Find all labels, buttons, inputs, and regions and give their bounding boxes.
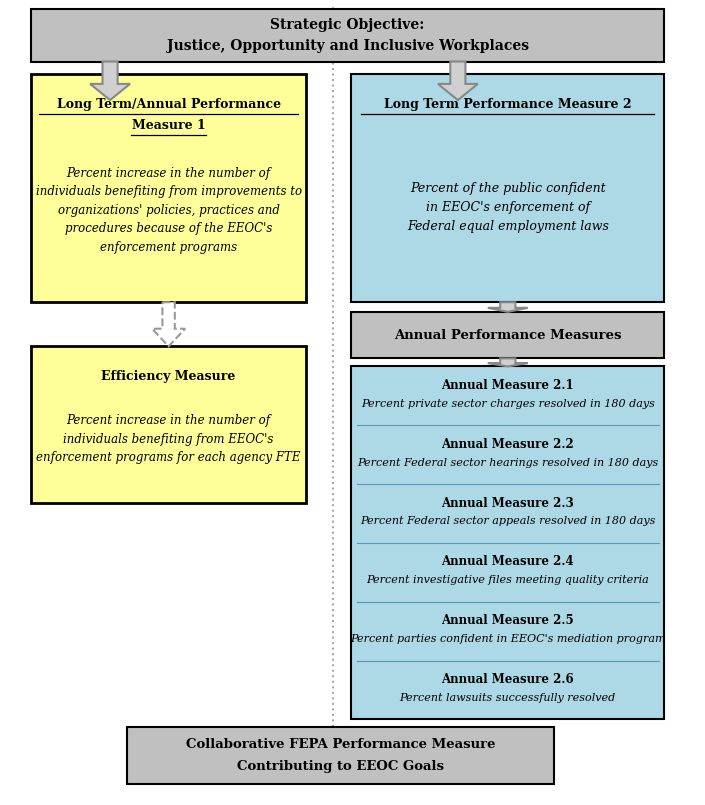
Polygon shape (488, 302, 528, 312)
Text: Percent investigative files meeting quality criteria: Percent investigative files meeting qual… (367, 576, 649, 585)
Polygon shape (438, 61, 478, 100)
Text: Annual Measure 2.5: Annual Measure 2.5 (441, 614, 574, 627)
Text: Percent of the public confident
in EEOC's enforcement of
Federal equal employmen: Percent of the public confident in EEOC'… (407, 183, 608, 233)
Text: Collaborative FEPA Performance Measure: Collaborative FEPA Performance Measure (186, 737, 496, 751)
Text: Percent Federal sector hearings resolved in 180 days: Percent Federal sector hearings resolved… (357, 458, 658, 468)
Text: Percent lawsuits successfully resolved: Percent lawsuits successfully resolved (400, 693, 616, 703)
Text: Efficiency Measure: Efficiency Measure (102, 370, 235, 383)
FancyBboxPatch shape (351, 366, 665, 720)
Polygon shape (90, 61, 130, 100)
FancyBboxPatch shape (31, 73, 307, 302)
Text: Annual Measure 2.4: Annual Measure 2.4 (441, 555, 574, 568)
FancyBboxPatch shape (351, 312, 665, 358)
FancyBboxPatch shape (31, 10, 665, 61)
Text: Percent parties confident in EEOC's mediation program: Percent parties confident in EEOC's medi… (350, 634, 666, 644)
Text: Percent private sector charges resolved in 180 days: Percent private sector charges resolved … (361, 398, 655, 409)
Text: Annual Performance Measures: Annual Performance Measures (394, 328, 622, 341)
Polygon shape (488, 358, 528, 366)
Text: Measure 1: Measure 1 (132, 119, 205, 132)
FancyBboxPatch shape (128, 728, 554, 783)
Text: Annual Measure 2.3: Annual Measure 2.3 (441, 497, 574, 510)
Text: Percent increase in the number of
individuals benefiting from improvements to
or: Percent increase in the number of indivi… (35, 167, 302, 254)
Text: Long Term/Annual Performance: Long Term/Annual Performance (56, 97, 281, 110)
Text: Contributing to EEOC Goals: Contributing to EEOC Goals (238, 760, 444, 774)
Text: Annual Measure 2.2: Annual Measure 2.2 (441, 438, 574, 451)
Polygon shape (152, 302, 185, 346)
Text: Percent increase in the number of
individuals benefiting from EEOC's
enforcement: Percent increase in the number of indivi… (37, 414, 301, 464)
Text: Annual Measure 2.1: Annual Measure 2.1 (441, 379, 574, 392)
Text: Percent Federal sector appeals resolved in 180 days: Percent Federal sector appeals resolved … (360, 517, 656, 526)
FancyBboxPatch shape (351, 73, 665, 302)
Text: Justice, Opportunity and Inclusive Workplaces: Justice, Opportunity and Inclusive Workp… (166, 39, 529, 53)
Text: Long Term Performance Measure 2: Long Term Performance Measure 2 (384, 97, 632, 110)
Text: Annual Measure 2.6: Annual Measure 2.6 (441, 673, 574, 686)
Text: Strategic Objective:: Strategic Objective: (271, 18, 425, 32)
FancyBboxPatch shape (31, 346, 307, 503)
